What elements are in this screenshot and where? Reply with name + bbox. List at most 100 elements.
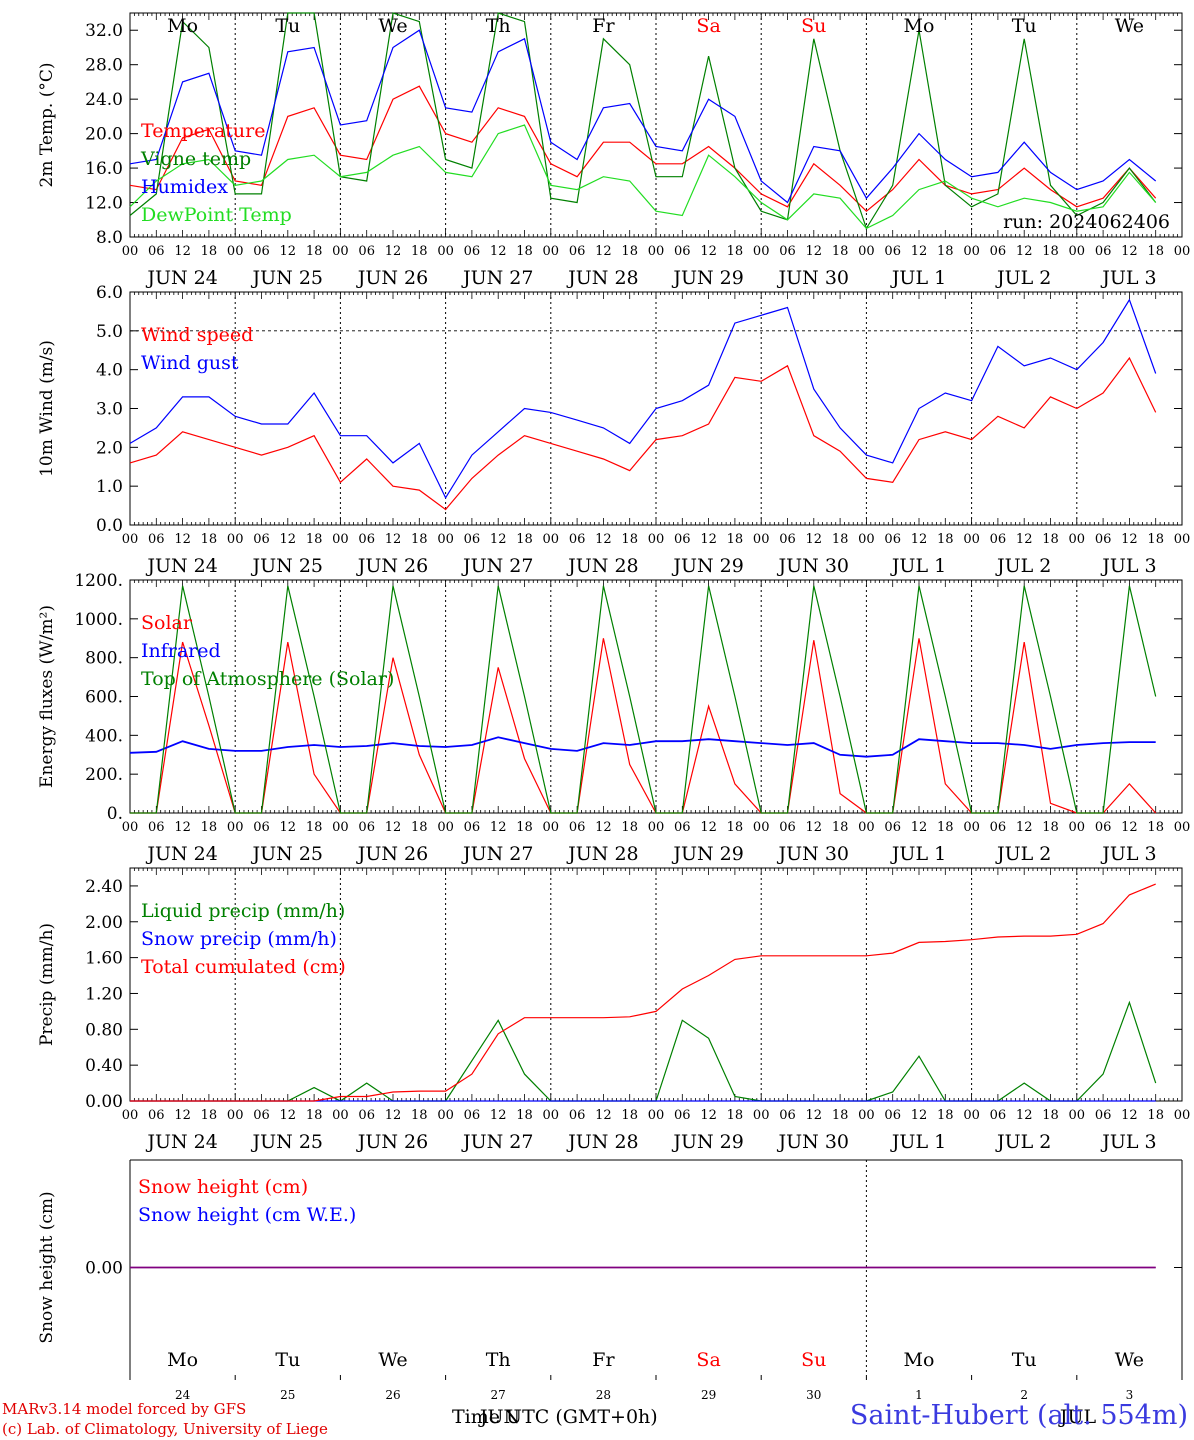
weekday-label: Tu (1012, 15, 1037, 37)
hour-label: 06 (884, 244, 901, 259)
date-label: JUN 25 (251, 1131, 323, 1153)
date-label: JUL 2 (995, 1131, 1051, 1153)
date-label: JUN 30 (777, 555, 849, 577)
y-tick-label: 0.0 (96, 516, 123, 536)
hour-label: 06 (569, 820, 586, 835)
hour-label: 00 (1174, 1108, 1191, 1123)
hour-label: 18 (201, 532, 218, 547)
date-label: JUN 27 (461, 267, 533, 289)
series-line (129, 85, 1157, 213)
date-label: JUL 3 (1100, 843, 1156, 865)
hour-label: 00 (648, 244, 665, 259)
month-label: JUL (1058, 1406, 1097, 1428)
hour-label: 12 (595, 532, 612, 547)
hour-label: 18 (832, 1108, 849, 1123)
hour-label: 12 (1121, 1108, 1138, 1123)
date-label: JUL 2 (995, 267, 1051, 289)
hour-label: 06 (464, 532, 481, 547)
y-tick-label: 24.0 (85, 90, 123, 110)
hour-label: 18 (201, 244, 218, 259)
series-line (129, 124, 1157, 230)
month-label: JUN (478, 1406, 520, 1428)
station-name: Saint-Hubert (alt. 554m) (849, 1400, 1188, 1431)
hour-label: 06 (253, 244, 270, 259)
date-label: JUN 28 (566, 267, 638, 289)
hour-label: 18 (516, 532, 533, 547)
y-axis-label: Energy fluxes (W/m²) (37, 605, 57, 788)
hour-label: 18 (411, 1108, 428, 1123)
hour-label: 00 (437, 532, 454, 547)
hour-label: 18 (201, 1108, 218, 1123)
legend-entry: Wind speed (141, 324, 253, 346)
hour-label: 18 (516, 244, 533, 259)
hour-label: 00 (1069, 532, 1086, 547)
hour-label: 06 (253, 532, 270, 547)
hour-label: 18 (832, 532, 849, 547)
y-tick-label: 1.0 (96, 477, 123, 497)
hour-label: 06 (464, 244, 481, 259)
hour-label: 00 (753, 1108, 770, 1123)
series-line (130, 883, 1156, 1102)
date-label: JUN 26 (356, 555, 428, 577)
weekday-label: Mo (167, 15, 198, 37)
hour-label: 18 (1147, 820, 1164, 835)
hour-label: 12 (1016, 820, 1033, 835)
hour-label: 00 (122, 532, 139, 547)
weekday-label: Fr (592, 15, 615, 37)
legend-entry: Total cumulated (cm) (141, 956, 346, 978)
date-label: JUL 3 (1100, 267, 1156, 289)
hour-label: 12 (911, 820, 928, 835)
legend-entry: Top of Atmosphere (Solar) (141, 668, 394, 690)
day-number-label: 24 (175, 1388, 191, 1402)
day-number-label: 3 (1126, 1388, 1134, 1402)
hour-label: 06 (464, 1108, 481, 1123)
hour-label: 12 (1121, 532, 1138, 547)
day-number-label: 26 (385, 1388, 400, 1402)
weekday-label: Th (486, 15, 511, 37)
hour-label: 06 (148, 820, 165, 835)
y-tick-label: 3.0 (96, 400, 123, 420)
y-tick-label: 6.0 (96, 283, 123, 303)
hour-label: 00 (227, 820, 244, 835)
hour-label: 12 (385, 244, 402, 259)
weekday-label: We (378, 15, 407, 37)
hour-label: 00 (1174, 244, 1191, 259)
hour-label: 12 (700, 820, 717, 835)
y-tick-label: 16.0 (85, 159, 123, 179)
hour-label: 00 (543, 244, 560, 259)
hour-label: 18 (621, 820, 638, 835)
hour-label: 00 (1174, 532, 1191, 547)
hour-label: 00 (437, 244, 454, 259)
day-number-label: 30 (806, 1388, 821, 1402)
hour-label: 06 (1095, 532, 1112, 547)
weekday-label: Mo (904, 1349, 935, 1371)
hour-label: 00 (332, 820, 349, 835)
series-line (129, 12, 1157, 230)
hour-label: 18 (727, 820, 744, 835)
hour-label: 12 (1016, 244, 1033, 259)
hour-label: 00 (963, 820, 980, 835)
hour-label: 12 (806, 244, 823, 259)
y-tick-label: 28.0 (85, 56, 123, 76)
y-tick-label: 2.0 (96, 438, 123, 458)
hour-label: 18 (937, 532, 954, 547)
legend-entry: Snow precip (mm/h) (141, 928, 337, 950)
hour-label: 12 (280, 532, 297, 547)
date-label: JUN 27 (461, 843, 533, 865)
hour-label: 06 (674, 532, 691, 547)
y-tick-label: 5.0 (96, 322, 123, 342)
hour-label: 12 (700, 244, 717, 259)
hour-label: 12 (490, 1108, 507, 1123)
hour-label: 00 (122, 244, 139, 259)
date-label: JUN 25 (251, 843, 323, 865)
weekday-label: Su (801, 1349, 826, 1371)
hour-label: 18 (1147, 532, 1164, 547)
y-axis-label: 10m Wind (m/s) (37, 340, 57, 477)
hour-label: 00 (1174, 820, 1191, 835)
hour-label: 12 (1016, 532, 1033, 547)
legend-entry: Infrared (141, 640, 221, 662)
day-number-label: 1 (915, 1388, 923, 1402)
hour-label: 00 (1069, 820, 1086, 835)
legend-entry: Vigne temp (140, 148, 251, 170)
hour-label: 00 (437, 820, 454, 835)
